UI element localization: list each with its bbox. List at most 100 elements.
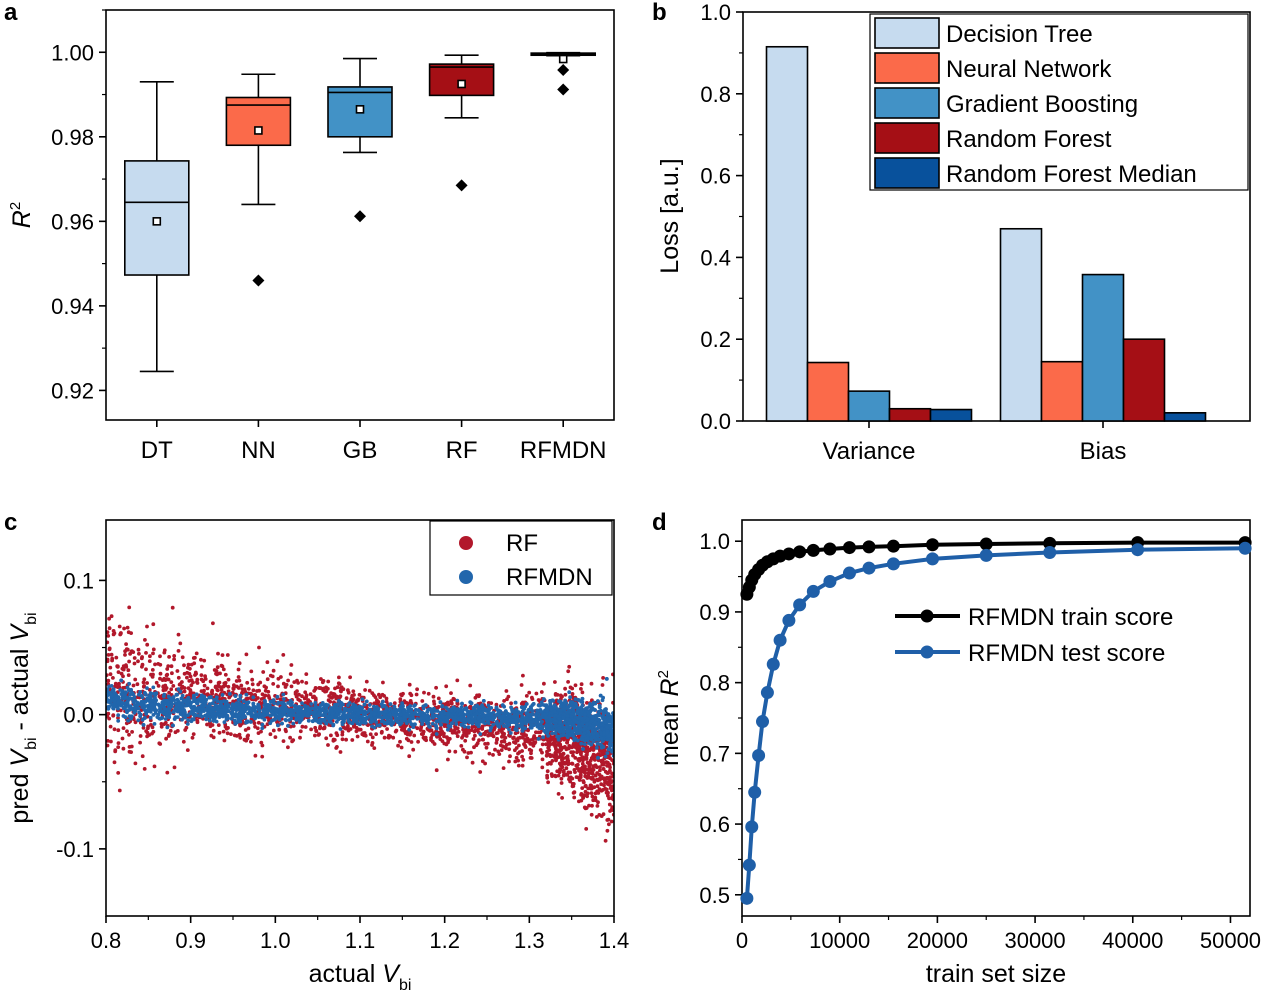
scatter-point-rf <box>431 694 436 699</box>
scatter-point-rfmdn <box>127 681 132 686</box>
scatter-point-rf <box>300 694 304 699</box>
scatter-point-rf <box>491 734 496 739</box>
scatter-point-rf <box>362 733 366 738</box>
scatter-point-rf <box>249 739 253 744</box>
scatter-point-rf <box>562 745 567 750</box>
scatter-point-rf <box>169 664 174 669</box>
scatter-point-rf <box>445 735 449 740</box>
scatter-point-rf <box>190 735 195 740</box>
scatter-point-rf <box>472 729 477 734</box>
scatter-point-rf <box>164 736 169 741</box>
y-tick-label: 1.00 <box>51 40 94 65</box>
scatter-point-rf <box>453 749 458 754</box>
scatter-point-rf <box>568 779 572 784</box>
panel-letter-c: c <box>4 509 17 536</box>
scatter-point-rf <box>583 784 588 789</box>
y-tick-label: 0.8 <box>700 82 731 107</box>
scatter-point-rf <box>520 754 524 759</box>
scatter-point-rf <box>540 742 545 747</box>
scatter-point-rf <box>192 661 197 666</box>
scatter-point-rf <box>223 672 228 677</box>
scatter-point-rfmdn <box>142 707 147 712</box>
scatter-point-rf <box>536 698 541 702</box>
y-tick-label: 0.96 <box>51 209 94 234</box>
scatter-point-rf <box>565 772 570 777</box>
x-category-label: RFMDN <box>520 437 607 464</box>
scatter-point-rf <box>294 694 299 699</box>
scatter-point-rf <box>218 671 222 676</box>
scatter-point-rf <box>590 771 595 776</box>
scatter-point-rf <box>339 689 343 694</box>
scatter-point-rf <box>485 741 490 746</box>
scatter-point-rfmdn <box>565 724 570 729</box>
scatter-point-rf <box>387 733 391 738</box>
scatter-point-rfmdn <box>245 719 250 724</box>
scatter-point-rfmdn <box>232 718 237 723</box>
scatter-point-rfmdn <box>331 706 335 710</box>
scatter-point-rfmdn <box>451 705 456 710</box>
scatter-point-rf <box>462 749 467 754</box>
scatter-point-rfmdn <box>286 724 290 728</box>
scatter-point-rf <box>570 761 574 766</box>
scatter-point-rf <box>127 745 132 749</box>
scatter-point-rf <box>188 689 193 694</box>
scatter-point-rfmdn <box>508 731 513 735</box>
scatter-point-rf <box>436 696 441 701</box>
scatter-point-rf <box>221 667 226 672</box>
scatter-point-rfmdn <box>530 709 535 713</box>
scatter-point-rf <box>194 671 199 676</box>
scatter-point-rf <box>408 691 413 696</box>
scatter-point-rf <box>199 673 204 677</box>
scatter-point-rf <box>356 698 360 703</box>
scatter-point-rfmdn <box>262 717 267 722</box>
scatter-point-rf <box>508 754 512 759</box>
scatter-point-rf <box>132 656 137 660</box>
scatter-point-rf <box>326 743 330 747</box>
y-tick-label: 0.6 <box>700 164 731 189</box>
scatter-point-rf <box>316 733 321 737</box>
scatter-point-rf <box>146 726 150 731</box>
scatter-point-rf <box>580 786 585 790</box>
scatter-point-rfmdn <box>573 697 578 701</box>
scatter-point-rf <box>554 746 558 751</box>
scatter-point-rf <box>116 670 121 674</box>
scatter-point-rf <box>167 655 172 659</box>
scatter-point-rfmdn <box>136 718 141 723</box>
scatter-point-rf <box>518 735 522 740</box>
y-tick-label: 0.98 <box>51 125 94 150</box>
scatter-point-rfmdn <box>107 684 111 689</box>
scatter-point-rf <box>566 680 570 684</box>
scatter-point-rf <box>607 762 612 767</box>
scatter-point-rf <box>590 775 595 780</box>
scatter-point-rf <box>560 796 564 800</box>
scatter-point-rf <box>587 762 591 767</box>
scatter-point-rfmdn <box>435 719 439 724</box>
scatter-point-rf <box>554 755 559 759</box>
scatter-point-rf <box>265 660 270 665</box>
y-tick-label: 1.0 <box>700 0 731 25</box>
scatter-point-rf <box>126 673 131 677</box>
scatter-point-rf <box>504 689 509 693</box>
scatter-point-rf <box>178 641 183 646</box>
scatter-point-rf <box>553 680 557 684</box>
scatter-point-rfmdn <box>454 722 459 726</box>
scatter-point-rf <box>203 677 208 681</box>
legend-swatch <box>874 122 940 154</box>
scatter-point-rf <box>217 730 222 735</box>
scatter-point-rf <box>558 693 563 698</box>
scatter-point-rf <box>595 784 600 789</box>
scatter-point-rf <box>276 684 280 689</box>
scatter-point-rf <box>444 684 449 689</box>
scatter-point-rf <box>124 647 129 651</box>
panel-letter-d: d <box>652 509 667 536</box>
scatter-point-rf <box>329 691 333 696</box>
scatter-point-rfmdn <box>413 703 417 707</box>
scatter-point-rf <box>415 687 419 692</box>
scatter-point-rf <box>527 690 532 695</box>
scatter-point-rf <box>514 755 519 760</box>
scatter-point-rf <box>377 692 381 697</box>
scatter-point-rf <box>372 746 377 750</box>
scatter-point-rf <box>236 675 241 679</box>
scatter-point-rf <box>579 682 584 687</box>
scatter-point-rfmdn <box>337 698 341 703</box>
